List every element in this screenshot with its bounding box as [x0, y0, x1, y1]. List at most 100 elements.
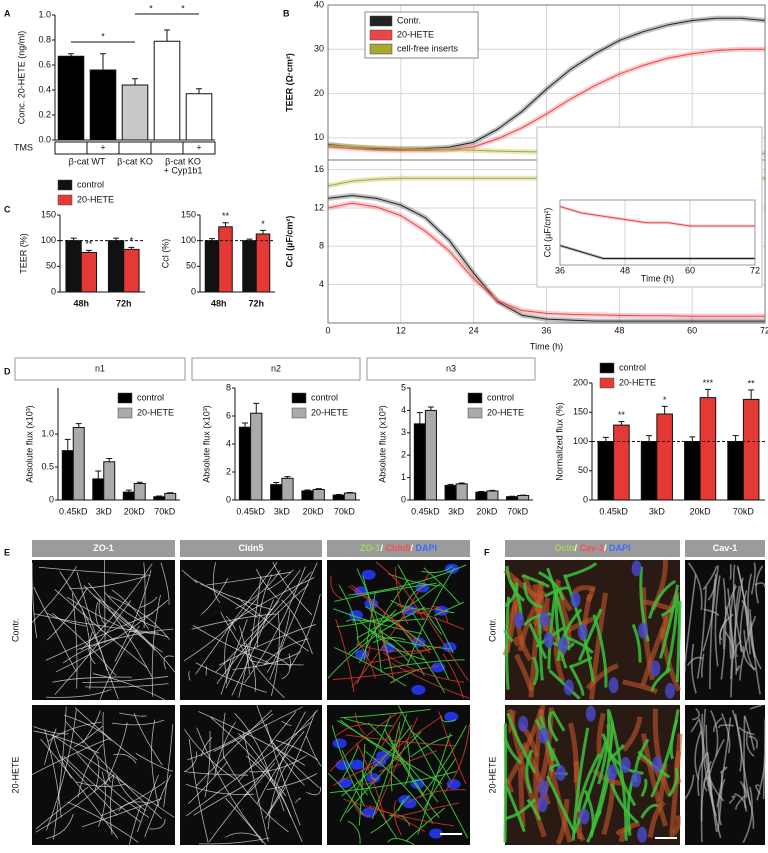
stain	[640, 778, 648, 798]
bar	[455, 483, 468, 501]
stain	[694, 730, 702, 781]
legend-label: control	[137, 392, 164, 402]
stain	[243, 566, 306, 684]
stain	[183, 751, 198, 773]
stain	[585, 663, 619, 691]
stain	[526, 798, 542, 821]
stain	[187, 761, 228, 805]
error-bar	[260, 229, 266, 234]
stain	[108, 595, 170, 640]
stain	[181, 569, 198, 584]
stain	[565, 636, 594, 654]
stain	[568, 722, 579, 783]
stain	[710, 710, 719, 757]
nucleus	[631, 560, 642, 577]
x-tick-label: 70kD	[507, 506, 529, 516]
stain	[345, 619, 355, 623]
bar	[301, 490, 314, 501]
stain	[295, 797, 301, 804]
stain	[235, 569, 281, 610]
legend-swatch	[369, 15, 393, 27]
axis-line	[591, 383, 765, 501]
stain	[133, 713, 163, 766]
stain	[358, 619, 425, 661]
stain	[329, 712, 398, 772]
stain	[391, 662, 470, 699]
stain	[525, 749, 534, 794]
bar	[486, 490, 499, 501]
stain	[722, 585, 738, 650]
error-bar	[64, 438, 71, 451]
stain	[149, 818, 166, 830]
stain	[44, 728, 57, 765]
stain	[647, 579, 677, 619]
stain	[51, 612, 117, 677]
stain	[272, 561, 313, 616]
stain	[504, 582, 519, 608]
bar	[242, 240, 257, 293]
stain	[74, 725, 104, 748]
stain	[573, 741, 608, 833]
stain	[63, 714, 112, 741]
stain	[361, 769, 397, 839]
stain	[82, 608, 92, 690]
y-tick-label: 20	[314, 88, 324, 98]
group-label: β-cat KO	[165, 156, 201, 166]
legend-swatch	[599, 377, 615, 389]
stain	[728, 795, 736, 804]
nucleus	[555, 764, 566, 781]
stain	[82, 798, 162, 828]
stain	[358, 743, 366, 826]
nucleus	[350, 759, 365, 770]
legend-swatch	[369, 29, 393, 41]
header-bar	[180, 540, 322, 557]
stain	[281, 599, 313, 655]
stain	[505, 565, 526, 602]
y-tick-label: 10	[314, 132, 324, 142]
stain	[225, 658, 232, 684]
nucleus	[332, 738, 347, 749]
stain	[665, 595, 680, 674]
x-tick-label: 3kD	[448, 506, 465, 516]
y-axis-label: Ccl (µF/cm²)	[284, 216, 294, 268]
stain	[684, 574, 697, 664]
y-tick-label: 100	[573, 436, 588, 446]
legend-swatch	[369, 43, 393, 55]
nucleus	[513, 612, 524, 629]
stain	[549, 763, 558, 773]
stain	[31, 562, 38, 639]
y-tick-label: 4	[319, 279, 324, 289]
stain	[601, 733, 637, 807]
nucleus	[608, 677, 619, 694]
stain	[275, 739, 318, 761]
stain	[267, 711, 316, 814]
bar	[153, 40, 181, 141]
x-tick-label: 3kD	[96, 506, 113, 516]
stain	[227, 577, 315, 626]
stain	[729, 564, 732, 580]
bar	[727, 441, 744, 501]
stain	[652, 708, 672, 797]
stain	[735, 794, 746, 810]
stain	[762, 719, 766, 800]
stain	[93, 595, 176, 673]
stain	[631, 623, 642, 663]
stain	[650, 709, 680, 798]
y-axis-label: Absolute flux (x10³)	[377, 405, 387, 483]
bar	[640, 441, 658, 501]
stain	[111, 589, 150, 630]
nucleus	[538, 727, 549, 744]
stain	[506, 712, 537, 774]
y-tick-label: 0.2	[38, 109, 51, 119]
bar	[255, 233, 271, 293]
bar	[133, 483, 146, 501]
header-segment: Cav-1	[579, 543, 604, 553]
stain	[135, 753, 174, 772]
nucleus	[579, 808, 590, 825]
stain	[401, 584, 427, 615]
stain	[717, 778, 726, 826]
y-tick-label: 1	[401, 472, 406, 482]
stain	[31, 566, 77, 623]
error-bar	[106, 457, 113, 462]
y-tick-label: 0	[51, 286, 56, 296]
